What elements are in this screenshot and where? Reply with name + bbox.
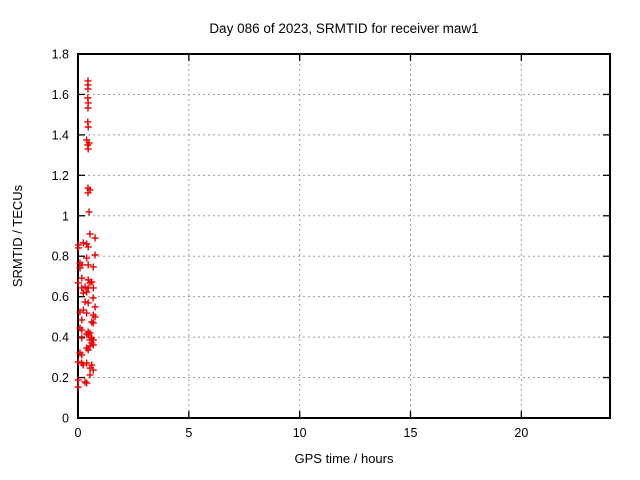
data-point-marker xyxy=(85,208,93,216)
y-tick-label: 1.4 xyxy=(52,128,69,142)
data-point-marker xyxy=(89,341,97,349)
x-tick-label: 20 xyxy=(514,426,528,440)
data-point-marker xyxy=(86,230,94,238)
y-tick-label: 0.4 xyxy=(52,331,69,345)
y-tick-label: 1.8 xyxy=(52,48,69,62)
data-point-marker xyxy=(79,289,87,297)
data-point-marker xyxy=(78,334,86,342)
data-point-marker xyxy=(76,308,84,316)
data-point-marker xyxy=(78,326,86,334)
y-tick-label: 0.8 xyxy=(52,250,69,264)
y-tick-label: 1.2 xyxy=(52,169,69,183)
data-point-marker xyxy=(74,358,82,366)
data-point-marker xyxy=(79,239,87,247)
y-tick-label: 0 xyxy=(62,412,69,426)
y-tick-label: 0.2 xyxy=(52,371,69,385)
data-point-marker xyxy=(81,298,89,306)
data-point-marker xyxy=(84,104,92,112)
x-axis-label: GPS time / hours xyxy=(295,451,394,466)
y-tick-label: 0.6 xyxy=(52,290,69,304)
data-point-marker xyxy=(84,189,92,197)
data-point-marker xyxy=(83,254,91,262)
data-point-marker xyxy=(89,284,97,292)
data-point-marker xyxy=(79,361,87,369)
x-tick-labels: 0 5 10 15 20 xyxy=(75,426,529,440)
data-point-marker xyxy=(83,379,91,387)
data-point-marker xyxy=(89,294,97,302)
data-point-marker xyxy=(91,251,99,259)
data-point-marker xyxy=(78,351,86,359)
data-point-marker xyxy=(76,264,84,272)
data-point-marker xyxy=(86,279,94,287)
data-point-marker xyxy=(89,263,97,271)
data-point-marker xyxy=(74,383,82,391)
data-point-marker xyxy=(89,366,97,374)
x-tick-label: 5 xyxy=(185,426,192,440)
y-tick-label: 1.6 xyxy=(52,88,69,102)
x-tick-label: 10 xyxy=(293,426,307,440)
data-point-marker xyxy=(74,279,82,287)
data-point-marker xyxy=(83,288,91,296)
data-point-marker xyxy=(74,376,82,384)
data-point-marker xyxy=(83,309,91,317)
y-tick-labels: 0 0.2 0.4 0.6 0.8 1 1.2 1.4 1.6 1.8 xyxy=(52,48,69,426)
data-point-marker xyxy=(91,303,99,311)
data-point-marker xyxy=(84,123,92,131)
data-point-marker xyxy=(84,145,92,153)
data-points xyxy=(74,77,99,391)
data-point-marker xyxy=(81,283,89,291)
data-point-marker xyxy=(84,331,92,339)
data-point-marker xyxy=(91,313,99,321)
data-point-marker xyxy=(84,85,92,93)
data-point-marker xyxy=(78,316,86,324)
data-point-marker xyxy=(89,319,97,327)
data-point-marker xyxy=(78,274,86,282)
y-tick-label: 1 xyxy=(62,209,69,223)
axis-ticks xyxy=(77,53,610,419)
data-point-marker xyxy=(81,378,89,386)
x-tick-label: 0 xyxy=(75,426,82,440)
data-point-marker xyxy=(88,318,96,326)
grid-lines xyxy=(78,54,610,418)
data-point-marker xyxy=(84,261,92,269)
data-point-marker xyxy=(84,243,92,251)
data-point-marker xyxy=(83,330,91,338)
data-point-marker xyxy=(74,244,82,252)
data-point-marker xyxy=(86,371,94,379)
data-point-marker xyxy=(84,346,92,354)
data-point-marker xyxy=(84,299,92,307)
data-point-marker xyxy=(91,234,99,242)
x-tick-label: 15 xyxy=(404,426,418,440)
plot-border xyxy=(77,53,611,419)
y-axis-label: SRMTID / TECUs xyxy=(10,184,25,287)
chart-title: Day 086 of 2023, SRMTID for receiver maw… xyxy=(209,21,478,36)
data-point-marker xyxy=(78,284,86,292)
